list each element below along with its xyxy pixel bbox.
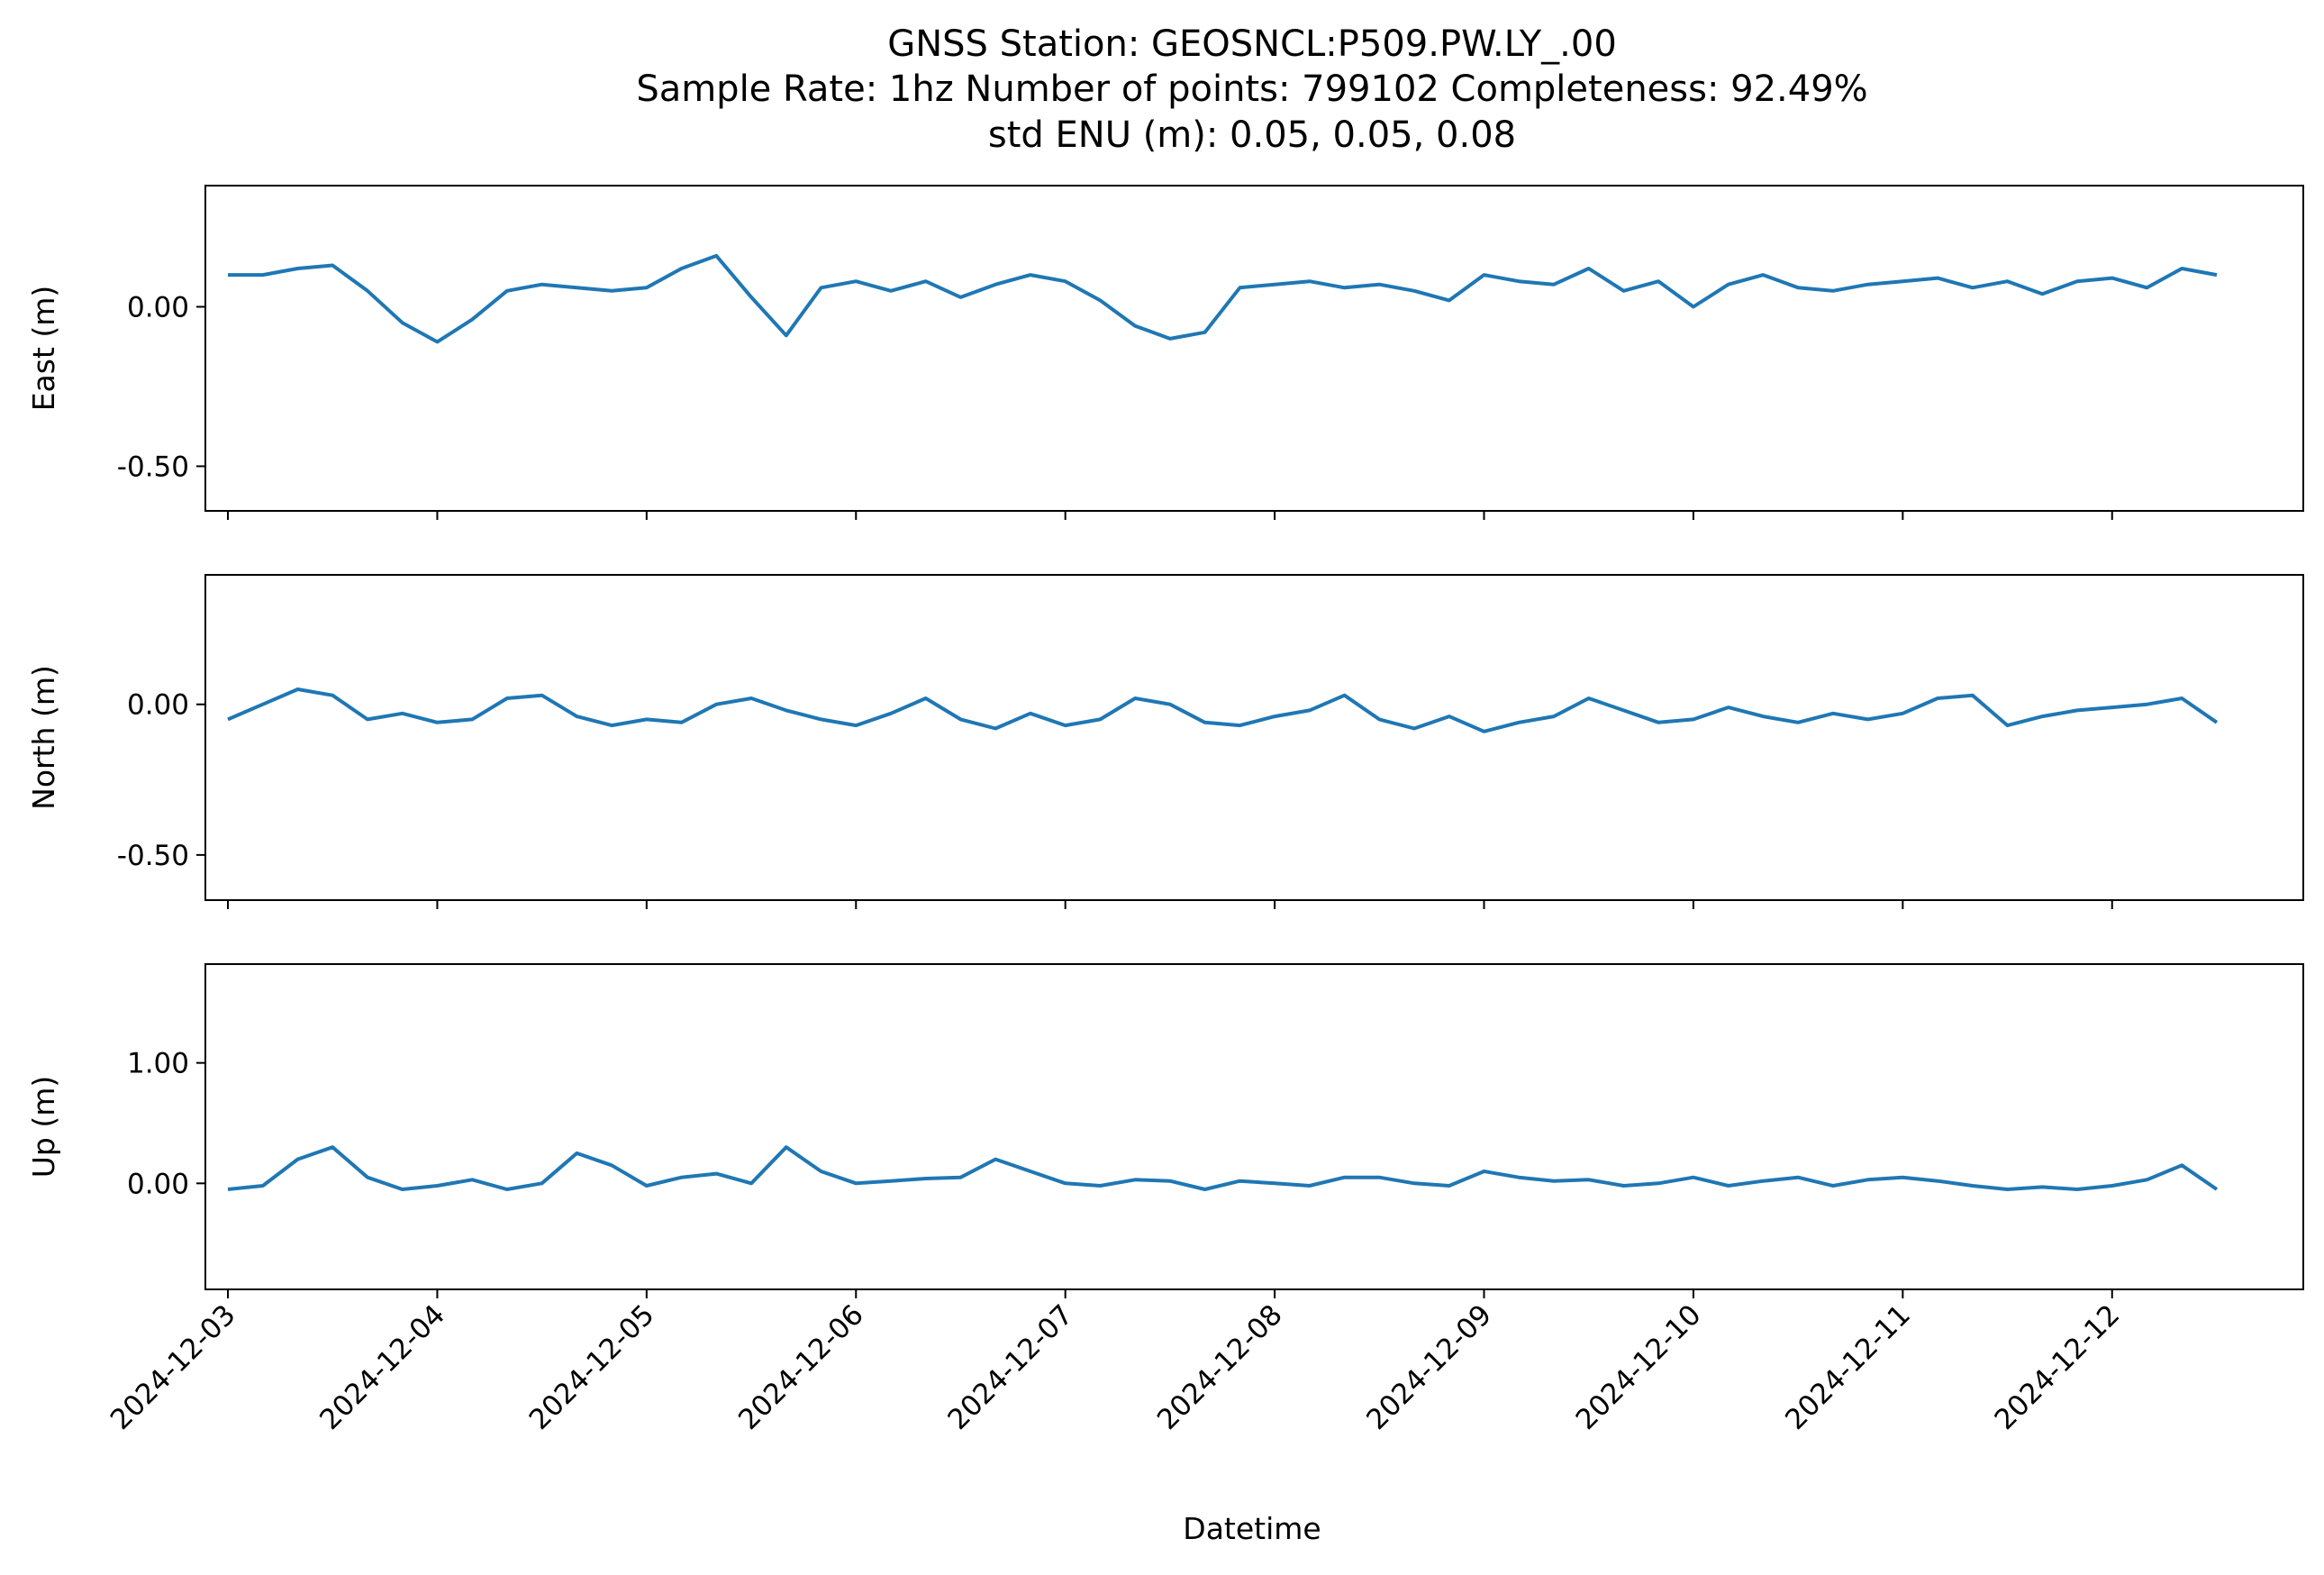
east-y-tick-label: -0.50 — [117, 451, 189, 483]
up-y-tick-label: 1.00 — [127, 1048, 189, 1080]
up-series-line — [227, 1145, 2219, 1191]
up-y-tick-label: 0.00 — [127, 1168, 189, 1200]
x-axis-label: Datetime — [1183, 1511, 1321, 1546]
north-y-tick-label: -0.50 — [117, 840, 189, 872]
figure-title-line-3: std ENU (m): 0.05, 0.05, 0.08 — [988, 114, 1516, 156]
east-panel: 0.00 -0.50 East (m) — [26, 185, 2304, 520]
north-axes-frame — [204, 574, 2304, 901]
east-series-line — [228, 253, 2218, 344]
up-y-axis-label: Up (m) — [26, 1076, 61, 1179]
north-series-line — [227, 687, 2219, 733]
north-panel: 0.00 -0.50 North (m) — [26, 574, 2304, 909]
north-y-tick-label: 0.00 — [127, 689, 189, 722]
figure-title-line-2: Sample Rate: 1hz Number of points: 79910… — [636, 68, 1867, 110]
east-y-axis-label: East (m) — [26, 286, 61, 412]
figure-title-line-1: GNSS Station: GEOSNCL:P509.PW.LY_.00 — [887, 23, 1617, 65]
east-y-tick-label: 0.00 — [127, 291, 189, 323]
east-axes-frame — [204, 185, 2304, 512]
north-y-axis-label: North (m) — [26, 665, 61, 810]
up-axes-frame — [204, 963, 2304, 1290]
